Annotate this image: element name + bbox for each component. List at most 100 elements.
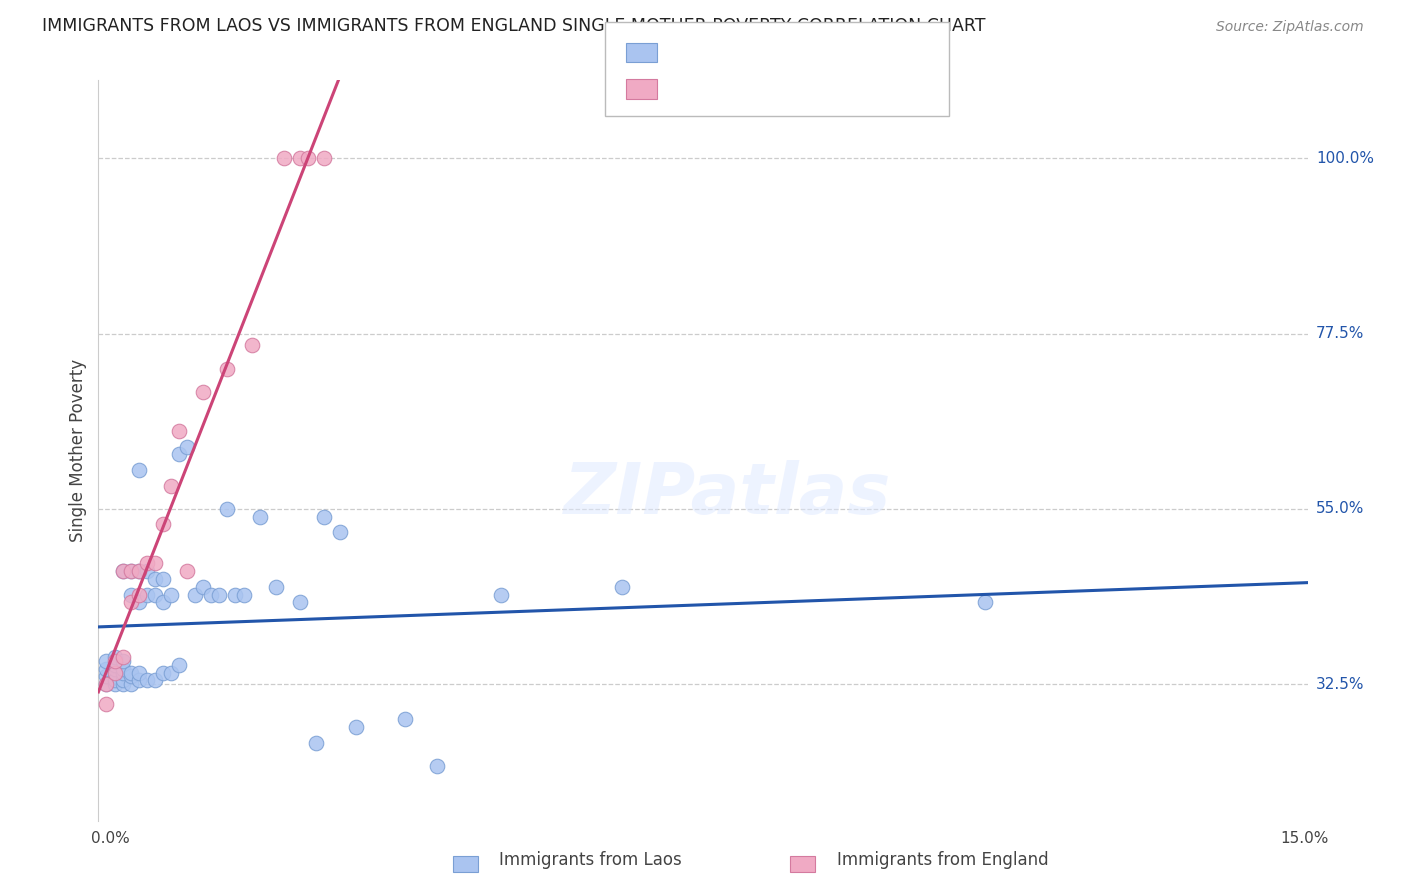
- Point: [111, 650, 134, 665]
- Point: [103, 654, 125, 668]
- Point: [103, 657, 125, 672]
- Text: 55.0%: 55.0%: [1316, 501, 1364, 516]
- Point: [224, 588, 246, 602]
- Point: [103, 665, 125, 680]
- Point: [167, 424, 190, 438]
- Point: [111, 665, 134, 680]
- Point: [96, 697, 118, 711]
- Text: 32.5%: 32.5%: [1316, 677, 1364, 692]
- Point: [273, 151, 295, 165]
- Point: [176, 440, 198, 454]
- Point: [120, 564, 142, 578]
- Point: [128, 673, 150, 688]
- Point: [111, 662, 134, 676]
- Point: [491, 588, 513, 602]
- Text: Source: ZipAtlas.com: Source: ZipAtlas.com: [1216, 21, 1364, 34]
- Text: R =: R =: [668, 79, 704, 97]
- Point: [167, 447, 190, 461]
- Text: 0.856: 0.856: [707, 79, 759, 97]
- Point: [96, 677, 118, 691]
- Text: 77.5%: 77.5%: [1316, 326, 1364, 341]
- Point: [612, 580, 634, 594]
- Point: [120, 669, 142, 683]
- Point: [103, 673, 125, 688]
- Point: [240, 338, 263, 352]
- Point: [297, 151, 319, 165]
- Text: Immigrants from England: Immigrants from England: [837, 851, 1049, 869]
- Point: [111, 654, 134, 668]
- Text: 0.0%: 0.0%: [91, 831, 131, 846]
- Point: [152, 595, 174, 609]
- Point: [96, 654, 118, 668]
- Y-axis label: Single Mother Poverty: Single Mother Poverty: [69, 359, 87, 542]
- Point: [208, 588, 231, 602]
- Text: ZIPatlas: ZIPatlas: [564, 460, 891, 529]
- Point: [232, 588, 254, 602]
- Point: [143, 588, 166, 602]
- Point: [329, 525, 352, 540]
- Point: [200, 588, 222, 602]
- Point: [974, 595, 997, 609]
- Point: [135, 564, 157, 578]
- Point: [96, 677, 118, 691]
- Point: [288, 595, 311, 609]
- Point: [217, 361, 239, 376]
- Point: [96, 669, 118, 683]
- Point: [152, 517, 174, 532]
- Point: [120, 665, 142, 680]
- Point: [96, 662, 118, 676]
- Point: [160, 478, 183, 492]
- Point: [103, 662, 125, 676]
- Text: N =: N =: [778, 79, 825, 97]
- Point: [128, 665, 150, 680]
- Point: [103, 650, 125, 665]
- Point: [176, 564, 198, 578]
- Text: Immigrants from Laos: Immigrants from Laos: [499, 851, 682, 869]
- Point: [426, 759, 449, 773]
- Point: [193, 384, 215, 399]
- Point: [152, 665, 174, 680]
- Point: [128, 564, 150, 578]
- Point: [160, 588, 183, 602]
- Point: [143, 557, 166, 571]
- Point: [152, 572, 174, 586]
- Point: [120, 677, 142, 691]
- Point: [128, 463, 150, 477]
- Point: [217, 502, 239, 516]
- Point: [111, 564, 134, 578]
- Text: 0.084: 0.084: [707, 41, 759, 59]
- Point: [143, 572, 166, 586]
- Point: [135, 588, 157, 602]
- Text: N =: N =: [778, 41, 825, 59]
- Point: [344, 720, 367, 734]
- Point: [184, 588, 207, 602]
- Point: [288, 151, 311, 165]
- Point: [305, 736, 328, 750]
- Point: [143, 673, 166, 688]
- Point: [314, 151, 336, 165]
- Point: [394, 712, 416, 726]
- Point: [193, 580, 215, 594]
- Point: [111, 677, 134, 691]
- Text: 100.0%: 100.0%: [1316, 151, 1374, 166]
- Text: 58: 58: [828, 41, 851, 59]
- Point: [103, 677, 125, 691]
- Text: 15.0%: 15.0%: [1281, 831, 1329, 846]
- Text: IMMIGRANTS FROM LAOS VS IMMIGRANTS FROM ENGLAND SINGLE MOTHER POVERTY CORRELATIO: IMMIGRANTS FROM LAOS VS IMMIGRANTS FROM …: [42, 17, 986, 35]
- Text: R =: R =: [668, 41, 704, 59]
- Point: [135, 557, 157, 571]
- Point: [135, 673, 157, 688]
- Point: [314, 509, 336, 524]
- Point: [160, 665, 183, 680]
- Point: [264, 580, 287, 594]
- Point: [120, 564, 142, 578]
- Point: [111, 673, 134, 688]
- Point: [128, 588, 150, 602]
- Point: [249, 509, 271, 524]
- Point: [128, 564, 150, 578]
- Text: 23: 23: [828, 79, 852, 97]
- Point: [128, 595, 150, 609]
- Point: [167, 657, 190, 672]
- Point: [111, 564, 134, 578]
- Point: [120, 588, 142, 602]
